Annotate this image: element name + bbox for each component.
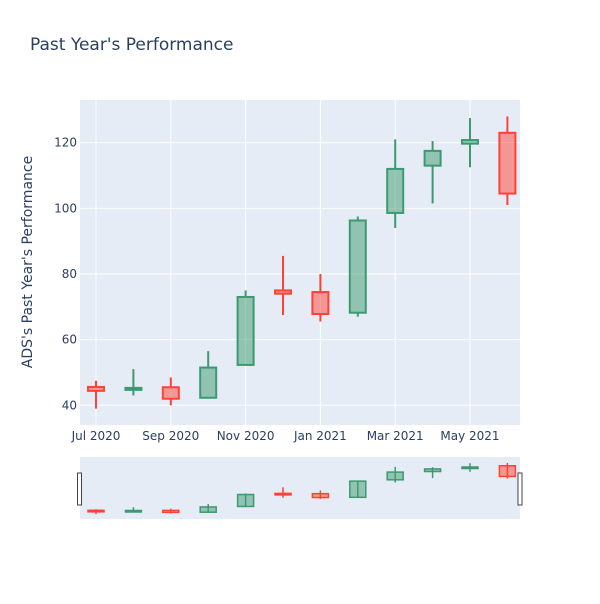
candle-body [87,385,105,392]
candle-body [274,289,292,295]
candle-layer [87,116,517,409]
mini-candle-body [423,468,442,473]
candle-2020-08[interactable] [124,369,143,396]
candle-2021-02[interactable] [348,216,367,317]
mini-candle-2020-09 [162,508,180,514]
plot-area [80,100,520,425]
y-tick-label: 100 [54,201,77,215]
mini-candle-body [386,471,404,481]
candle-body [498,131,517,195]
x-tick-label: Jul 2020 [71,429,121,443]
candle-2021-06[interactable] [498,116,517,206]
mini-candle-body [124,509,143,513]
mini-candle-2021-03 [386,466,404,483]
mini-candle-body [498,465,517,478]
y-axis-title: ADS's Past Year's Performance [20,156,36,368]
mini-candle-2021-04 [423,467,442,479]
range-slider-preview [87,462,517,515]
candle-2021-01[interactable] [311,273,330,322]
mini-candle-2020-08 [124,507,143,513]
y-tick-label: 60 [62,333,77,347]
candle-body [348,219,367,314]
x-tick-labels: Jul 2020 Sep 2020 Nov 2020 Jan 2021 Mar 2021… [71,429,500,443]
x-tick-label: May 2021 [440,429,499,443]
mini-candle-2020-11 [236,493,255,508]
candle-body [311,291,330,316]
chart-title: Past Year's Performance [30,35,234,55]
candle-body [199,366,218,399]
y-tick-labels: 40 60 80 100 120 [54,136,77,413]
mini-candle-body [461,466,479,470]
candle-body [423,149,442,167]
mini-candle-2020-07 [87,509,105,515]
y-tick-label: 80 [62,267,77,281]
range-slider-right-handle[interactable] [517,472,523,506]
mini-candle-body [199,506,217,513]
mini-candle-2021-06 [498,462,517,479]
mini-candle-body [162,509,180,514]
mini-candle-2021-05 [461,463,479,472]
mini-candle-2020-12 [274,487,292,498]
mini-candle-body [236,493,255,508]
y-tick-label: 40 [62,398,77,412]
candle-2020-11[interactable] [236,290,255,366]
candle-2021-05[interactable] [461,118,479,168]
mini-candle-body [349,480,367,499]
mini-candle-body [87,509,105,513]
candle-2021-04[interactable] [423,141,442,204]
y-tick-label: 120 [54,136,77,150]
candle-2020-09[interactable] [161,377,180,406]
candle-2021-03[interactable] [386,139,405,229]
mini-candle-body [311,492,330,499]
candle-2020-10[interactable] [199,351,218,399]
mini-candle-2021-02 [349,480,367,499]
range-slider-background[interactable] [80,457,520,519]
candle-body [161,386,180,400]
x-tick-label: Nov 2020 [217,429,275,443]
candle-2020-12[interactable] [274,255,292,316]
candle-body [461,139,479,145]
candle-body [386,167,405,214]
candle-2020-07[interactable] [87,380,105,409]
x-tick-label: Sep 2020 [142,429,199,443]
x-tick-label: Jan 2021 [293,429,347,443]
x-tick-label: Mar 2021 [367,429,424,443]
candle-body [236,295,255,366]
mini-candle-body [274,492,292,496]
mini-candle-2021-01 [311,490,330,499]
range-slider-left-handle[interactable] [77,472,82,506]
mini-candle-2020-10 [199,504,217,513]
candle-body [124,386,143,391]
